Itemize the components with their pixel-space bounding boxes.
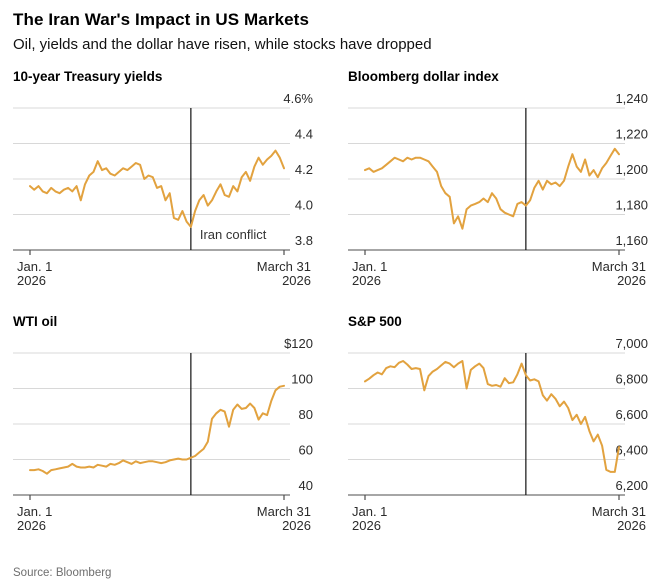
y-tick-label: 100: [291, 372, 313, 387]
x-start-date: Jan. 1: [352, 259, 388, 274]
y-tick-label: 7,000: [615, 336, 648, 351]
panel-title: 10-year Treasury yields: [13, 69, 163, 84]
y-tick-label: 6,400: [615, 443, 648, 458]
panel-title: Bloomberg dollar index: [348, 69, 499, 84]
page-subtitle: Oil, yields and the dollar have risen, w…: [13, 36, 432, 53]
y-tick-label: 1,160: [615, 233, 648, 248]
y-tick-label: 6,800: [615, 372, 648, 387]
y-tick-label: 4.6%: [283, 91, 313, 106]
y-tick-label: 4.0: [295, 198, 313, 213]
data-line: [29, 384, 285, 475]
x-start-label: Jan. 1 2026: [352, 260, 387, 287]
x-end-date: March 31: [591, 504, 646, 519]
y-tick-label: 60: [299, 443, 313, 458]
page-title: The Iran War's Impact in US Markets: [13, 10, 309, 29]
x-start-date: Jan. 1: [17, 259, 53, 274]
x-axis-labels: Jan. 1 2026 March 31 2026: [17, 505, 311, 532]
x-end-year: 2026: [282, 517, 311, 533]
x-axis-labels: Jan. 1 2026 March 31 2026: [352, 260, 646, 287]
y-tick-label: $120: [284, 336, 313, 351]
x-end-date: March 31: [256, 504, 311, 519]
chart-panel-sp500: S&P 500 7,000 6,800 6,600 6,400 6,200 Jan. 1…: [335, 306, 670, 551]
figure-header: The Iran War's Impact in US Markets Oil,…: [0, 0, 670, 53]
wti-oil-chart: $120 100 80 60 40: [13, 336, 313, 500]
x-start-label: Jan. 1 2026: [352, 505, 387, 532]
y-tick-label: 1,240: [615, 91, 648, 106]
x-end-label: March 31 2026: [257, 260, 311, 287]
x-axis-labels: Jan. 1 2026 March 31 2026: [352, 505, 646, 532]
x-end-year: 2026: [617, 272, 646, 288]
x-start-label: Jan. 1 2026: [17, 505, 52, 532]
data-line: [364, 360, 620, 473]
x-start-year: 2026: [17, 517, 46, 533]
x-start-date: Jan. 1: [352, 504, 388, 519]
x-start-date: Jan. 1: [17, 504, 53, 519]
x-end-label: March 31 2026: [592, 260, 646, 287]
x-start-year: 2026: [352, 517, 381, 533]
x-end-label: March 31 2026: [592, 505, 646, 532]
y-tick-label: 40: [299, 478, 313, 493]
x-axis-labels: Jan. 1 2026 March 31 2026: [17, 260, 311, 287]
x-end-date: March 31: [256, 259, 311, 274]
source-note: Source: Bloomberg: [13, 567, 112, 579]
chart-panel-treasury-yields: 10-year Treasury yields 4.6% 4.4 4.2 4.0 3.8…: [0, 61, 335, 306]
chart-panel-wti-oil: WTI oil $120 100 80 60 40 Jan. 1 2026 March …: [0, 306, 335, 551]
y-tick-label: 80: [299, 407, 313, 422]
y-tick-label: 6,600: [615, 407, 648, 422]
x-start-year: 2026: [352, 272, 381, 288]
chart-grid: 10-year Treasury yields 4.6% 4.4 4.2 4.0 3.8…: [0, 61, 670, 551]
sp500-chart: 7,000 6,800 6,600 6,400 6,200: [348, 336, 648, 500]
y-tick-label: 4.2: [295, 162, 313, 177]
event-annotation: Iran conflict: [200, 227, 267, 242]
panel-title: S&P 500: [348, 314, 402, 329]
x-end-year: 2026: [282, 272, 311, 288]
x-end-year: 2026: [617, 517, 646, 533]
data-line: [364, 147, 620, 230]
x-start-label: Jan. 1 2026: [17, 260, 52, 287]
x-end-date: March 31: [591, 259, 646, 274]
chart-panel-dollar-index: Bloomberg dollar index 1,240 1,220 1,200 1,…: [335, 61, 670, 306]
y-tick-label: 1,220: [615, 127, 648, 142]
y-tick-label: 3.8: [295, 233, 313, 248]
y-tick-label: 4.4: [295, 127, 313, 142]
y-tick-label: 1,200: [615, 162, 648, 177]
x-end-label: March 31 2026: [257, 505, 311, 532]
y-tick-label: 6,200: [615, 478, 648, 493]
data-line: [29, 149, 285, 228]
treasury-yields-chart: 4.6% 4.4 4.2 4.0 3.8 Iran conflict: [13, 91, 313, 255]
dollar-index-chart: 1,240 1,220 1,200 1,180 1,160: [348, 91, 648, 255]
x-start-year: 2026: [17, 272, 46, 288]
y-tick-label: 1,180: [615, 198, 648, 213]
panel-title: WTI oil: [13, 314, 58, 329]
